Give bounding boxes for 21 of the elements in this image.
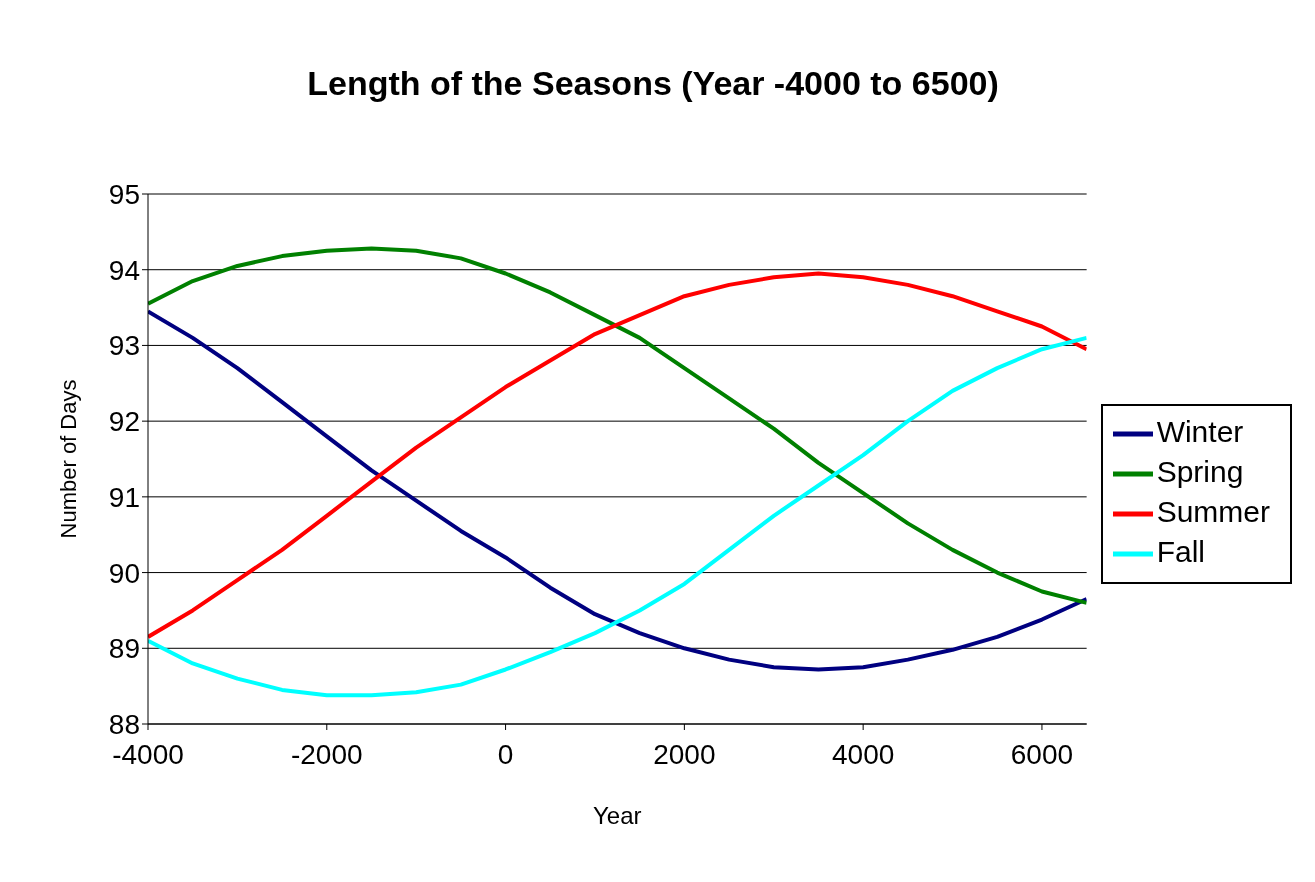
- y-tick-label: 94: [108, 254, 140, 286]
- x-tick-label: 4000: [832, 738, 895, 770]
- x-tick-label: -2000: [290, 738, 363, 770]
- x-tick-label: -4000: [112, 738, 184, 770]
- y-axis-title: Number of Days: [55, 379, 81, 539]
- y-tick-label: 90: [108, 557, 140, 589]
- x-tick-label: 2000: [653, 738, 716, 770]
- y-tick-label: 92: [108, 406, 140, 438]
- x-tick-label: 0: [497, 738, 514, 770]
- legend-label: Fall: [1156, 534, 1205, 568]
- x-axis-title: Year: [593, 802, 642, 829]
- y-tick-label: 95: [108, 178, 140, 210]
- legend-label: Summer: [1156, 494, 1270, 528]
- y-tick-label: 88: [108, 708, 140, 740]
- y-tick-label: 89: [108, 633, 140, 665]
- y-tick-label: 91: [108, 481, 140, 513]
- legend-label: Winter: [1156, 414, 1244, 448]
- legend-label: Spring: [1156, 454, 1244, 488]
- y-tick-label: 93: [108, 330, 140, 362]
- x-tick-label: 6000: [1010, 738, 1074, 770]
- chart-title: Length of the Seasons (Year -4000 to 6500): [306, 63, 1000, 104]
